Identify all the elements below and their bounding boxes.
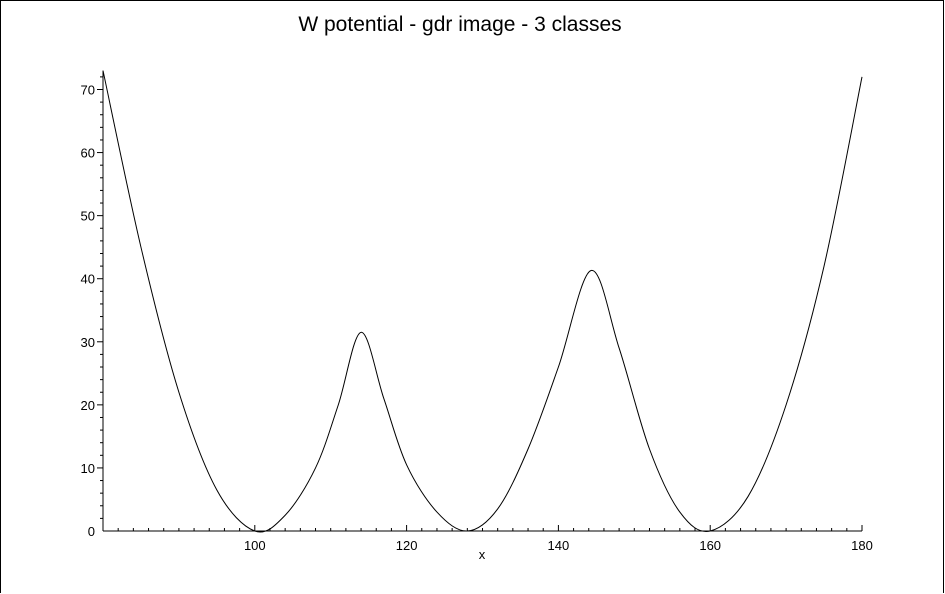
- axes: 100 120 140 160 180 0 10 20 30 40 50 60 70: [81, 70, 873, 553]
- y-tick-label: 40: [81, 272, 95, 287]
- y-tick-label: 60: [81, 146, 95, 161]
- x-axis-label: x: [479, 547, 486, 562]
- y-tick-label: 20: [81, 398, 95, 413]
- x-tick-label: 140: [548, 538, 570, 553]
- y-tick-label: 10: [81, 461, 95, 476]
- series-line: [102, 70, 863, 533]
- x-tick-label: 180: [851, 538, 873, 553]
- y-tick-label: 30: [81, 335, 95, 350]
- y-tick-label: 50: [81, 209, 95, 224]
- x-tick-label: 160: [699, 538, 721, 553]
- y-tick-label: 70: [81, 83, 95, 98]
- x-tick-label: 100: [244, 538, 266, 553]
- y-tick-label: 0: [88, 524, 95, 539]
- x-tick-label: 120: [396, 538, 418, 553]
- chart-title: W potential - gdr image - 3 classes: [298, 13, 621, 36]
